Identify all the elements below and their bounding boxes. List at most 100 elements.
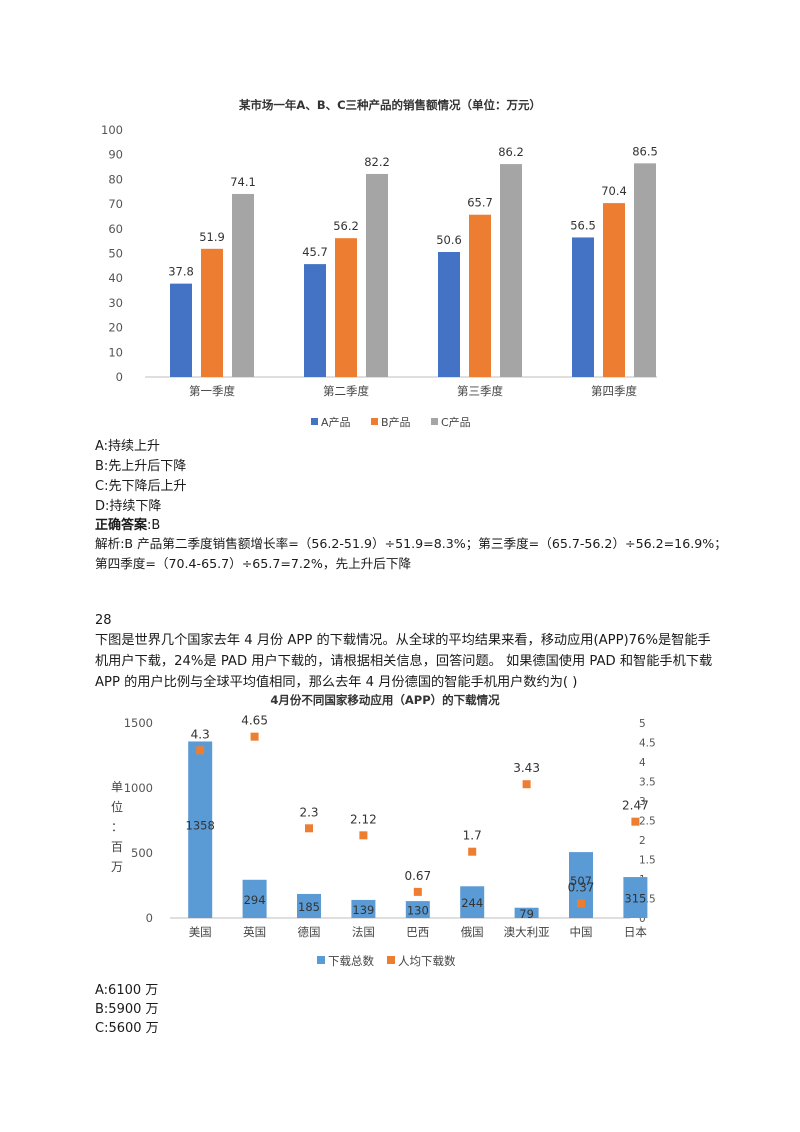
bar-value-label: 315 xyxy=(624,892,646,906)
chart1-y-axis: 0 10 20 30 40 50 60 70 80 90 100 xyxy=(101,123,123,384)
point-marker xyxy=(413,887,422,896)
y-tick-label: 0 xyxy=(116,370,123,384)
legend-swatch xyxy=(371,418,378,425)
bar xyxy=(405,901,430,918)
legend-label: 人均下载数 xyxy=(398,954,456,968)
chart2-x-axis: 美国 英国 德国 法国 巴西 俄国 澳大利亚 中国 日本 xyxy=(189,925,648,939)
point-marker xyxy=(631,817,640,826)
category-label: 第二季度 xyxy=(323,384,369,398)
y-tick-label: 40 xyxy=(108,271,123,285)
legend-swatch xyxy=(387,956,395,964)
category-label: 第三季度 xyxy=(457,384,503,398)
point-marker xyxy=(250,732,259,741)
legend-label: C产品 xyxy=(441,415,471,429)
bar xyxy=(232,193,254,377)
category-label: 日本 xyxy=(624,925,647,939)
bar-value-label: 139 xyxy=(352,903,374,917)
question-text: 下图是世界几个国家去年 4 月份 APP 的下载情况。从全球的平均结果来看，移动… xyxy=(95,633,713,690)
y-tick-label: 100 xyxy=(101,123,123,137)
bar xyxy=(500,164,522,377)
category-label: 德国 xyxy=(298,925,321,939)
chart2-left-axis: 0 500 1000 1500 xyxy=(124,716,153,925)
chart2-y-axis-label: 单位 ： 百万 xyxy=(111,780,123,874)
y-tick-label: 80 xyxy=(108,172,123,186)
bar xyxy=(572,237,594,377)
point-value-label: 4.3 xyxy=(191,727,210,741)
bar-value-label: 507 xyxy=(570,874,592,888)
point-value-label: 2.3 xyxy=(299,805,318,819)
data-label: 45.7 xyxy=(302,245,328,259)
point-marker xyxy=(359,831,368,840)
bar-value-label: 294 xyxy=(244,893,266,907)
bar-value-label: 244 xyxy=(461,896,483,910)
legend-swatch xyxy=(431,418,438,425)
data-label: 51.9 xyxy=(199,230,225,244)
option-b: B:先上升后下降 xyxy=(95,459,187,474)
q2-option-a: A:6100 万 xyxy=(95,983,159,998)
y-label-char: ： xyxy=(111,820,123,834)
category-label: 俄国 xyxy=(461,925,484,939)
category-label: 美国 xyxy=(189,925,212,939)
bar xyxy=(188,741,213,918)
q2-option-c: C:5600 万 xyxy=(95,1021,159,1036)
option-a: A:持续上升 xyxy=(95,439,161,454)
point-marker xyxy=(577,899,585,908)
data-label: 56.2 xyxy=(333,219,359,233)
legend-label: 下载总数 xyxy=(328,954,374,968)
category-label: 澳大利亚 xyxy=(504,925,550,939)
data-label: 65.7 xyxy=(467,196,493,210)
y-tick-label: 30 xyxy=(108,296,123,310)
right-tick-label: 4.5 xyxy=(639,738,656,750)
right-tick-label: 1.5 xyxy=(639,855,656,867)
left-tick-label: 1500 xyxy=(124,716,153,730)
y-tick-label: 10 xyxy=(108,345,123,359)
bar-value-label: 1358 xyxy=(186,819,215,833)
option-d: D:持续下降 xyxy=(95,499,162,514)
point-value-label: 0.37 xyxy=(568,881,595,895)
bar xyxy=(366,173,388,377)
category-label: 巴西 xyxy=(406,925,429,939)
correct-answer: 正确答案:B xyxy=(95,517,160,535)
data-label: 50.6 xyxy=(436,233,462,247)
chart1-title: 某市场一年A、B、C三种产品的销售额情况（单位：万元） xyxy=(238,98,541,112)
category-label: 第一季度 xyxy=(189,384,235,398)
left-tick-label: 500 xyxy=(131,846,153,860)
data-label: 70.4 xyxy=(601,184,627,198)
y-label-char: 万 xyxy=(111,860,123,874)
chart2-plot-area: 1358 4.3 294 4.65 185 2.3 139 2.12 130 0.67 244 1.7… xyxy=(186,714,649,921)
y-tick-label: 70 xyxy=(108,197,123,211)
point-marker xyxy=(468,847,477,856)
data-label: 82.2 xyxy=(364,155,390,169)
bar xyxy=(634,163,656,377)
point-value-label: 2.12 xyxy=(350,812,377,826)
chart1-plot-area: 37.8 51.9 74.1 45.7 56.2 82.2 50.6 65.7 86.2 56.5… xyxy=(168,144,658,377)
bar xyxy=(170,283,192,377)
legend-label: B产品 xyxy=(381,415,411,429)
bar xyxy=(242,879,267,918)
chart1-legend: A产品 B产品 C产品 xyxy=(311,415,471,429)
bar-value-label: 185 xyxy=(298,900,320,914)
chart1-x-axis: 第一季度 第二季度 第三季度 第四季度 xyxy=(189,384,637,398)
point-marker xyxy=(522,780,531,789)
bar xyxy=(469,214,491,377)
point-value-label: 4.65 xyxy=(241,714,268,728)
right-tick-label: 2.5 xyxy=(639,816,656,828)
point-value-label: 1.7 xyxy=(463,829,482,843)
legend-label: A产品 xyxy=(321,415,351,429)
y-tick-label: 20 xyxy=(108,321,123,335)
bar-value-label: 79 xyxy=(519,907,534,921)
y-tick-label: 90 xyxy=(108,148,123,162)
bar xyxy=(460,886,485,918)
right-tick-label: 2 xyxy=(639,835,646,847)
right-tick-label: 3 xyxy=(639,796,646,808)
question-number: 28 xyxy=(95,613,112,628)
data-label: 56.5 xyxy=(570,218,596,232)
data-label: 86.2 xyxy=(498,145,524,159)
chart2-title: 4月份不同国家移动应用（APP）的下载情况 xyxy=(270,693,500,707)
sales-bar-chart: 某市场一年A、B、C三种产品的销售额情况（单位：万元） 0 10 20 30 40 50 6… xyxy=(101,98,658,429)
data-label: 86.5 xyxy=(632,144,658,158)
chart2-legend: 下载总数 人均下载数 xyxy=(317,954,456,968)
bar xyxy=(351,899,376,918)
y-tick-label: 50 xyxy=(108,247,123,261)
